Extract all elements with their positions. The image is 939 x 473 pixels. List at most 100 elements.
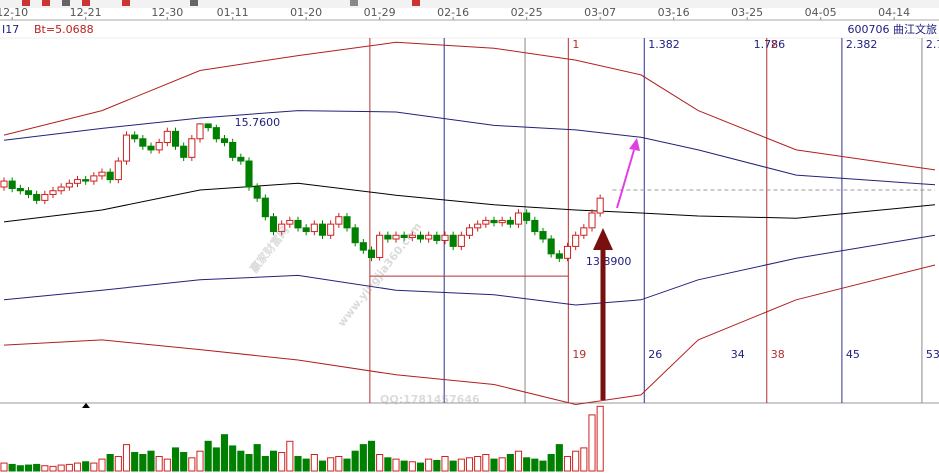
volume-bar [155, 455, 163, 472]
candle-body [261, 197, 269, 218]
candle-body [220, 138, 229, 143]
volume-bar [171, 447, 180, 472]
volume-bar [294, 455, 302, 472]
volume-bar [400, 460, 408, 472]
price-annotation: 15.7600 [235, 116, 281, 129]
candle-body [318, 223, 327, 236]
candle-body [514, 212, 523, 225]
x-tick-label: 01-29 [364, 6, 396, 19]
fib-label: 1 [572, 38, 579, 51]
indicator: I17 [2, 23, 19, 36]
volume-bar [204, 440, 212, 472]
candle-body [188, 138, 196, 158]
volume-bar [106, 454, 114, 472]
target-arrow [616, 149, 635, 209]
volume-bar [82, 461, 90, 472]
volume-bar [392, 458, 400, 472]
candle-body [212, 127, 220, 140]
candle-body [327, 223, 335, 236]
candle-body [580, 227, 588, 236]
volume-bar [147, 450, 155, 472]
candle-body [596, 197, 604, 214]
volume-bar [98, 458, 106, 472]
candle-body [8, 180, 16, 190]
volume-bar [212, 447, 220, 472]
candle-body [490, 219, 498, 224]
cycle-label: 38 [771, 348, 785, 361]
candle-body [506, 219, 514, 225]
fib-label: 1.382 [648, 38, 680, 51]
volume-bar [482, 454, 490, 472]
volume-bar [302, 458, 310, 472]
chart-title: 600706 曲江文旅 [848, 22, 938, 36]
candle-body [245, 160, 253, 188]
volume-bar [465, 457, 474, 472]
volume-bar [139, 454, 147, 472]
cycle-label: 19 [572, 348, 586, 361]
volume-bar [8, 463, 16, 472]
candle-body [41, 193, 49, 201]
candle-body [286, 219, 294, 225]
candle-body [73, 179, 82, 184]
candle-body [539, 231, 547, 240]
fib-label: 2.382 [846, 38, 878, 51]
volume-bar [286, 440, 294, 472]
candle-body [163, 130, 171, 143]
candle-body [465, 227, 474, 236]
cycle-label: 53 [926, 348, 939, 361]
volume-bar [498, 457, 506, 472]
plot-area: 12-10 12-21 12-30 01-11 01-20 01-29 02-16 02-25… [0, 6, 939, 472]
volume-bar [327, 457, 335, 472]
volume-bar [261, 455, 269, 472]
candle-body [384, 234, 392, 240]
fib-label: 1.786 [754, 38, 786, 51]
candle-body [367, 249, 376, 259]
x-tick-label: 03-07 [584, 6, 616, 19]
cycle-label: 34 [731, 348, 745, 361]
volume-bar [343, 458, 351, 472]
band-line [3, 264, 936, 406]
volume-bar [563, 455, 572, 472]
volume-bar [180, 452, 188, 472]
volume-bar [506, 454, 514, 472]
candle-body [408, 234, 416, 238]
volume-bar [163, 458, 171, 472]
cycle-label: 45 [846, 348, 860, 361]
volume-bar [41, 465, 49, 472]
candle-body [433, 234, 441, 241]
candle-body [24, 190, 33, 195]
candle-body [122, 134, 131, 162]
fib-label: 2.7 [926, 38, 939, 51]
x-tick-label: 04-14 [878, 6, 910, 19]
candle-body [498, 219, 506, 224]
volume-bar [555, 444, 563, 472]
candle-body [253, 186, 261, 199]
candle-body [49, 190, 57, 195]
candle-body [523, 212, 531, 221]
volume-bar [531, 458, 539, 472]
candle-body [310, 223, 318, 233]
volume-bar [539, 460, 547, 472]
volume-bar [188, 457, 196, 472]
arrows [593, 138, 640, 400]
candle-body [482, 219, 490, 225]
up-arrow-head [593, 228, 613, 250]
volume-bar [131, 452, 139, 472]
band-line [3, 41, 936, 171]
candle-body [572, 234, 580, 247]
volume-bar [269, 450, 278, 472]
volume-bar [547, 454, 555, 472]
candle-body [416, 234, 425, 240]
candle-body [90, 175, 98, 182]
candle-body [57, 186, 65, 192]
candle-body [16, 188, 24, 192]
volume-bar [572, 450, 580, 472]
candle-body [237, 156, 245, 162]
candle-body [98, 171, 106, 177]
candle-body [351, 227, 359, 244]
x-tick-label: 12-10 [0, 6, 28, 19]
candle-body [588, 212, 596, 229]
volume-bar [351, 450, 359, 472]
candle-body [204, 123, 212, 129]
